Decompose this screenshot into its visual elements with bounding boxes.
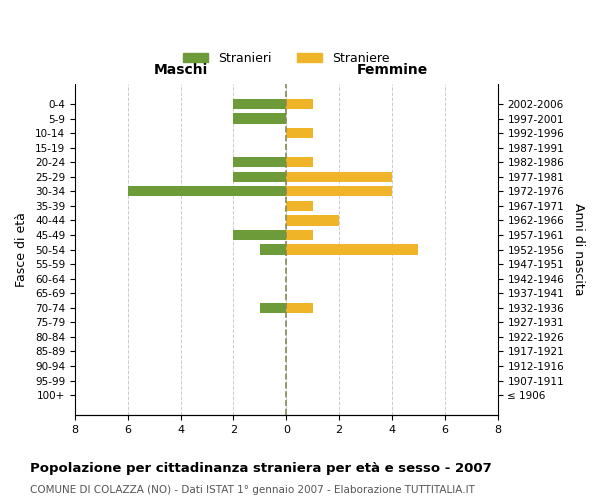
- Bar: [260, 244, 286, 254]
- Bar: [286, 230, 313, 240]
- Bar: [286, 201, 313, 211]
- Bar: [260, 302, 286, 313]
- Bar: [286, 99, 313, 109]
- Bar: [233, 172, 286, 182]
- Bar: [286, 244, 418, 254]
- Legend: Stranieri, Straniere: Stranieri, Straniere: [178, 47, 394, 70]
- Y-axis label: Fasce di età: Fasce di età: [15, 212, 28, 287]
- Bar: [233, 114, 286, 124]
- Bar: [233, 99, 286, 109]
- Bar: [286, 186, 392, 196]
- Text: Femmine: Femmine: [356, 63, 428, 77]
- Text: COMUNE DI COLAZZA (NO) - Dati ISTAT 1° gennaio 2007 - Elaborazione TUTTITALIA.IT: COMUNE DI COLAZZA (NO) - Dati ISTAT 1° g…: [30, 485, 475, 495]
- Bar: [286, 302, 313, 313]
- Bar: [286, 216, 339, 226]
- Text: Popolazione per cittadinanza straniera per età e sesso - 2007: Popolazione per cittadinanza straniera p…: [30, 462, 492, 475]
- Bar: [233, 157, 286, 168]
- Y-axis label: Anni di nascita: Anni di nascita: [572, 204, 585, 296]
- Text: Maschi: Maschi: [154, 63, 208, 77]
- Bar: [286, 172, 392, 182]
- Bar: [286, 128, 313, 138]
- Bar: [286, 157, 313, 168]
- Bar: [233, 230, 286, 240]
- Bar: [128, 186, 286, 196]
